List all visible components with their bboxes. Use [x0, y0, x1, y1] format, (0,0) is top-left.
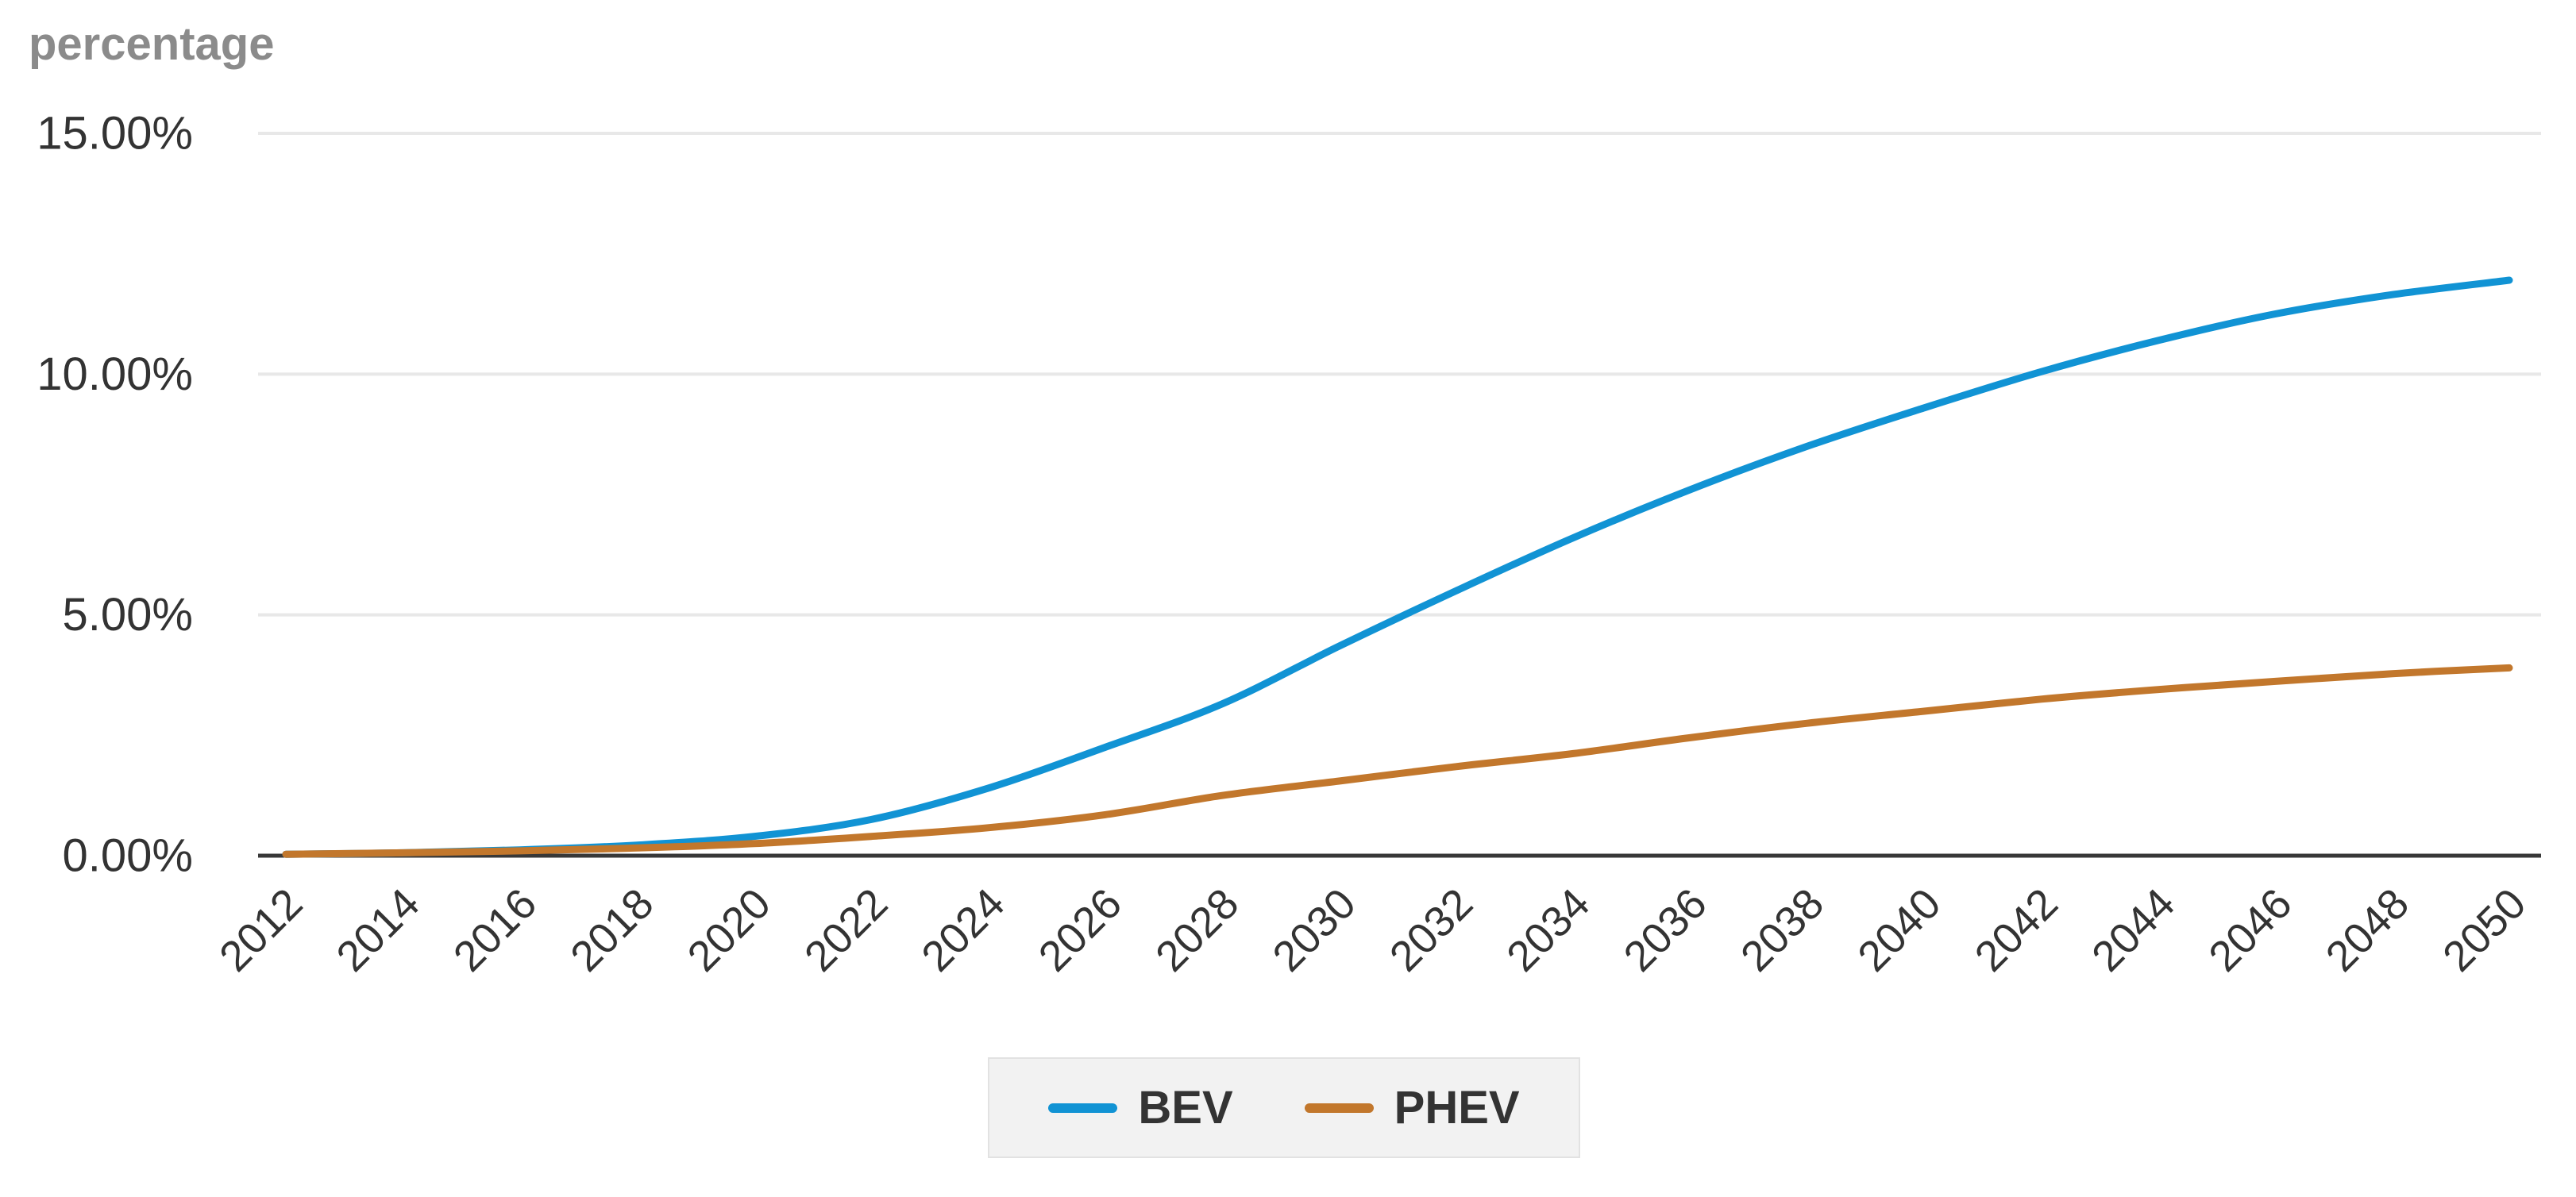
- series-line-bev[interactable]: [282, 276, 2513, 858]
- y-tick-label-5: 5.00%: [63, 589, 193, 641]
- series-line-phev[interactable]: [282, 664, 2513, 858]
- x-tick-label-2044: 2044: [2083, 879, 2184, 980]
- x-tick-label-2018: 2018: [561, 879, 662, 980]
- x-tick-label-2032: 2032: [1381, 879, 1482, 980]
- x-tick-label-2038: 2038: [1732, 879, 1833, 980]
- x-tick-label-2050: 2050: [2434, 879, 2535, 980]
- legend-swatch-bev-icon: [1048, 1103, 1118, 1113]
- x-tick-label-2030: 2030: [1263, 879, 1364, 980]
- y-tick-label-0: 0.00%: [63, 830, 193, 882]
- x-tick-label-2012: 2012: [210, 879, 311, 980]
- legend: BEV PHEV: [988, 1057, 1580, 1158]
- x-tick-label-2034: 2034: [1498, 879, 1598, 980]
- x-tick-label-2028: 2028: [1147, 879, 1248, 980]
- legend-item-bev[interactable]: BEV: [1048, 1081, 1233, 1134]
- y-tick-label-10: 10.00%: [37, 348, 193, 400]
- legend-label-phev: PHEV: [1394, 1082, 1520, 1133]
- y-axis-title: percentage: [29, 18, 275, 70]
- x-tick-label-2022: 2022: [796, 879, 897, 980]
- x-tick-label-2020: 2020: [679, 879, 780, 980]
- x-tick-label-2040: 2040: [1849, 879, 1949, 980]
- x-tick-label-2036: 2036: [1615, 879, 1716, 980]
- x-tick-label-2048: 2048: [2317, 879, 2418, 980]
- x-tick-label-2014: 2014: [327, 879, 428, 980]
- legend-swatch-phev-icon: [1304, 1103, 1374, 1113]
- x-tick-label-2042: 2042: [1966, 879, 2067, 980]
- x-tick-label-2024: 2024: [912, 879, 1013, 980]
- y-tick-label-15: 15.00%: [37, 108, 193, 160]
- legend-label-bev: BEV: [1138, 1082, 1233, 1133]
- legend-item-phev[interactable]: PHEV: [1304, 1081, 1520, 1134]
- x-tick-label-2016: 2016: [445, 879, 546, 980]
- x-tick-label-2026: 2026: [1030, 879, 1131, 980]
- x-tick-label-2046: 2046: [2200, 879, 2300, 980]
